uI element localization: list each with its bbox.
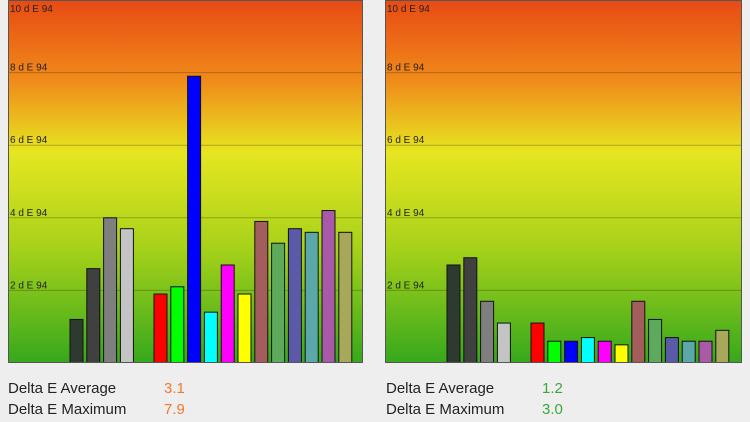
plot-background <box>8 0 363 363</box>
stat-average-label: Delta E Average <box>386 380 495 397</box>
bar <box>580 337 595 363</box>
bar <box>681 340 696 363</box>
bar <box>480 300 495 363</box>
bar <box>321 210 336 363</box>
bar <box>271 242 286 363</box>
bar <box>254 220 269 363</box>
chart-left: 2 d E 94 4 d E 94 6 d E 94 8 d E 94 10 d E 9… <box>8 0 363 363</box>
bar <box>103 217 118 363</box>
stat-maximum-label: Delta E Maximum <box>386 401 505 418</box>
bar <box>69 318 84 363</box>
stat-maximum-left: Delta E Maximum 7.9 <box>8 399 185 420</box>
bar <box>153 293 168 363</box>
y-tick-label: 6 d E 94 <box>387 135 425 146</box>
bar <box>187 75 202 363</box>
bar <box>530 322 545 363</box>
y-tick-label: 4 d E 94 <box>387 208 425 219</box>
stat-average-value: 1.2 <box>542 380 563 397</box>
y-tick-label: 8 d E 94 <box>387 63 425 74</box>
stat-maximum-right: Delta E Maximum 3.0 <box>386 399 563 420</box>
bar <box>631 300 646 363</box>
stat-average-value: 3.1 <box>164 380 185 397</box>
bar <box>614 344 629 363</box>
stat-average-right: Delta E Average 1.2 <box>386 378 563 399</box>
chart-right-plot: 2 d E 94 4 d E 94 6 d E 94 8 d E 94 10 d E 9… <box>385 0 742 363</box>
bar <box>446 264 461 363</box>
bar <box>715 329 730 363</box>
bar <box>86 268 101 363</box>
y-tick-label: 4 d E 94 <box>10 208 48 219</box>
chart-left-plot: 2 d E 94 4 d E 94 6 d E 94 8 d E 94 10 d E 9… <box>8 0 363 363</box>
bar <box>463 257 478 363</box>
stat-average-label: Delta E Average <box>8 380 117 397</box>
stat-average-left: Delta E Average 3.1 <box>8 378 185 399</box>
bar <box>564 340 579 363</box>
y-tick-label: 10 d E 94 <box>387 4 430 15</box>
bar <box>698 340 713 363</box>
bar <box>496 322 511 363</box>
bar <box>648 318 663 363</box>
bar <box>170 286 185 363</box>
y-tick-label: 2 d E 94 <box>387 280 425 291</box>
stats-right: Delta E Average 1.2 Delta E Maximum 3.0 <box>386 378 563 420</box>
bar <box>664 337 679 363</box>
bar <box>338 231 353 363</box>
stats-left: Delta E Average 3.1 Delta E Maximum 7.9 <box>8 378 185 420</box>
stat-maximum-value: 3.0 <box>542 401 563 418</box>
bar <box>237 293 252 363</box>
plot-border <box>385 0 742 363</box>
bar <box>287 228 302 363</box>
plot-background <box>385 0 742 363</box>
bar <box>304 231 319 363</box>
bar <box>547 340 562 363</box>
stat-maximum-value: 7.9 <box>164 401 185 418</box>
plot-border <box>8 0 363 363</box>
y-tick-label: 2 d E 94 <box>10 280 48 291</box>
y-tick-label: 10 d E 94 <box>10 4 53 15</box>
bar <box>119 228 134 363</box>
bar <box>203 311 218 363</box>
bar <box>597 340 612 363</box>
y-tick-label: 8 d E 94 <box>10 63 48 74</box>
chart-right: 2 d E 94 4 d E 94 6 d E 94 8 d E 94 10 d E 9… <box>385 0 742 363</box>
bar <box>220 264 235 363</box>
stat-maximum-label: Delta E Maximum <box>8 401 127 418</box>
y-tick-label: 6 d E 94 <box>10 135 48 146</box>
